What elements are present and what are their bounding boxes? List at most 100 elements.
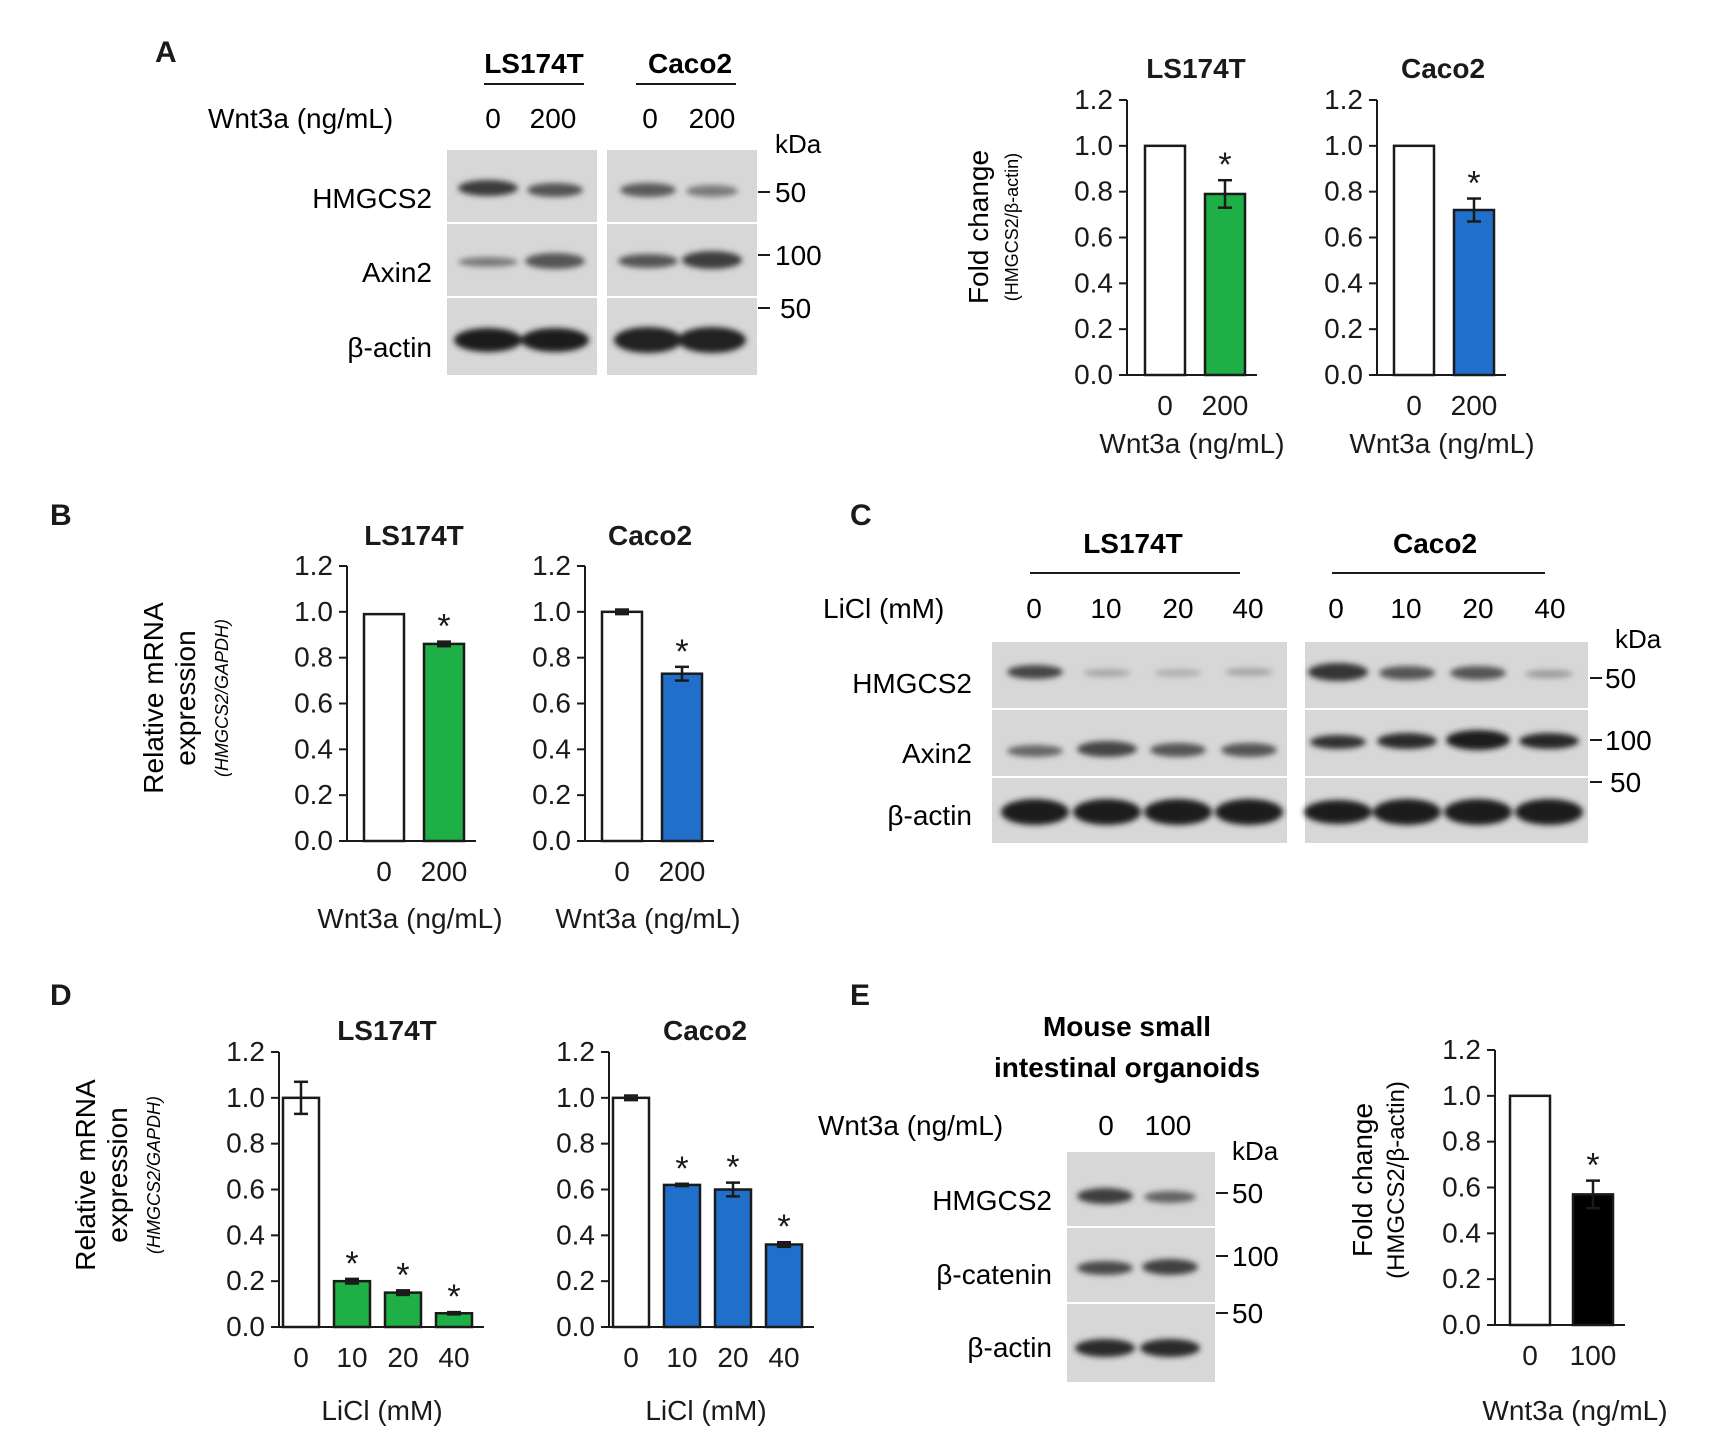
y-tick-label: 0.6 — [1442, 1172, 1481, 1203]
blot-band — [1083, 669, 1131, 677]
y-tick-label: 0.4 — [1074, 267, 1113, 298]
chart-title: LS174T — [337, 1015, 437, 1046]
y-tick-label: 1.0 — [294, 596, 333, 627]
y-tick-label: 0.6 — [226, 1174, 265, 1205]
blot-band — [1073, 799, 1141, 825]
bar — [332, 1279, 372, 1329]
chart-d-caco2: 0.0 0.2 0.4 0.6 0.8 1.0 1.2 0 * 10 * 20 * 40 Caco2 LiCl… — [556, 1015, 814, 1426]
blot-c-row-label-bactin: β-actin — [887, 800, 972, 831]
significance-marker: * — [1586, 1147, 1599, 1185]
bar — [1452, 208, 1496, 377]
y-tick-label: 1.2 — [532, 550, 571, 581]
bar — [713, 1188, 753, 1329]
y-tick-label: 1.0 — [1074, 130, 1113, 161]
y-tick-label: 0.2 — [556, 1265, 595, 1296]
significance-marker: * — [345, 1245, 358, 1283]
y-tick-label: 0.2 — [1442, 1263, 1481, 1294]
panel-label-d: D — [50, 979, 72, 1012]
blot-a-lane-label: 200 — [689, 103, 736, 134]
bar — [1392, 144, 1436, 377]
blot-a-row-label-hmgcs2: HMGCS2 — [312, 183, 432, 214]
y-tick-label: 0.4 — [1324, 267, 1363, 298]
panel-b-ylabel-line2: expression — [170, 630, 201, 765]
blot-band — [686, 185, 738, 197]
significance-marker: * — [675, 1150, 688, 1188]
x-axis-label: Wnt3a (ng/mL) — [555, 903, 740, 934]
blot-band — [620, 183, 676, 197]
x-axis-label: Wnt3a (ng/mL) — [1099, 428, 1284, 459]
x-tick-label: 200 — [1451, 390, 1498, 421]
blot-c-row-label-axin2: Axin2 — [902, 738, 972, 769]
blot-band — [1077, 1188, 1133, 1204]
x-axis-label: Wnt3a (ng/mL) — [1349, 428, 1534, 459]
blot-a-row-label-bactin: β-actin — [347, 332, 432, 363]
significance-marker: * — [675, 633, 688, 671]
panel-d-ylabel-sub: (HMGCS2/GAPDH) — [144, 1096, 164, 1254]
blot-band — [1154, 669, 1202, 677]
x-tick-label: 20 — [717, 1342, 748, 1373]
bar — [1143, 144, 1187, 377]
y-tick-label: 1.0 — [1442, 1080, 1481, 1111]
panel-d-ylabel-line2: expression — [102, 1107, 133, 1242]
blot-a-group-caco2: Caco2 — [648, 48, 732, 79]
chart-title: LS174T — [1146, 53, 1246, 84]
blot-band — [1007, 745, 1063, 757]
significance-marker: * — [437, 608, 450, 646]
y-tick-label: 0.0 — [1442, 1309, 1481, 1340]
blot-band — [1525, 670, 1573, 678]
panel-a-ylabel-sub: (HMGCS2/β-actin) — [1002, 153, 1022, 301]
x-tick-label: 200 — [421, 856, 468, 887]
blot-band — [527, 183, 583, 197]
x-tick-label: 0 — [293, 1342, 309, 1373]
panel-b-ylabel: Relative mRNA expression (HMGCS2/GAPDH) — [138, 602, 232, 794]
blot-band — [1379, 666, 1435, 680]
bar — [764, 1243, 804, 1329]
significance-marker: * — [777, 1208, 790, 1246]
blot-a-marker: 50 — [775, 177, 806, 208]
blot-c-treatment-label: LiCl (mM) — [823, 593, 944, 624]
bar — [662, 1183, 702, 1329]
significance-marker: * — [447, 1278, 460, 1316]
blot-band — [458, 180, 518, 196]
x-axis-label: Wnt3a (ng/mL) — [1482, 1395, 1667, 1426]
blot-e-kda-label: kDa — [1232, 1136, 1279, 1166]
chart-title: Caco2 — [608, 520, 692, 551]
blot-band — [1144, 1191, 1196, 1203]
y-tick-label: 0.0 — [532, 825, 571, 856]
y-tick-label: 0.6 — [1074, 222, 1113, 253]
blot-band — [1515, 799, 1583, 825]
blot-band — [1077, 1261, 1133, 1275]
blot-c-lane-label: 0 — [1026, 593, 1042, 624]
x-axis-label: LiCl (mM) — [645, 1395, 766, 1426]
bar — [600, 610, 644, 843]
x-tick-label: 0 — [614, 856, 630, 887]
blot-c-marker: 100 — [1605, 725, 1652, 756]
y-tick-label: 0.2 — [1074, 313, 1113, 344]
y-tick-label: 0.6 — [532, 688, 571, 719]
panel-a-ylabel: Fold change (HMGCS2/β-actin) — [963, 150, 1022, 304]
blot-a-lane-label: 0 — [485, 103, 501, 134]
blot-band — [1077, 741, 1137, 757]
blot-c-kda-label: kDa — [1615, 624, 1662, 654]
blot-c-lane-label: 40 — [1232, 593, 1263, 624]
x-tick-label: 0 — [623, 1342, 639, 1373]
panel-e-title-line1: Mouse small — [1043, 1011, 1211, 1042]
x-tick-label: 40 — [438, 1342, 469, 1373]
blot-a-treatment-label: Wnt3a (ng/mL) — [208, 103, 393, 134]
significance-marker: * — [1218, 146, 1231, 184]
x-tick-label: 0 — [1406, 390, 1422, 421]
blot-c-lane-label: 0 — [1328, 593, 1344, 624]
blot-band — [678, 327, 746, 353]
y-tick-label: 0.8 — [294, 642, 333, 673]
panel-a-blot: LS174T Caco2 Wnt3a (ng/mL) 0 200 0 200 k… — [208, 48, 822, 375]
blot-band — [1007, 665, 1063, 679]
y-tick-label: 0.0 — [226, 1311, 265, 1342]
y-tick-label: 1.0 — [556, 1082, 595, 1113]
x-tick-label: 40 — [768, 1342, 799, 1373]
panel-c-blot: LS174T Caco2 LiCl (mM) 0 10 20 40 0 10 2… — [823, 528, 1662, 843]
blot-band — [1001, 799, 1069, 825]
blot-band — [1225, 668, 1273, 676]
y-tick-label: 0.0 — [1074, 359, 1113, 390]
blot-e-lane-label: 100 — [1145, 1110, 1192, 1141]
